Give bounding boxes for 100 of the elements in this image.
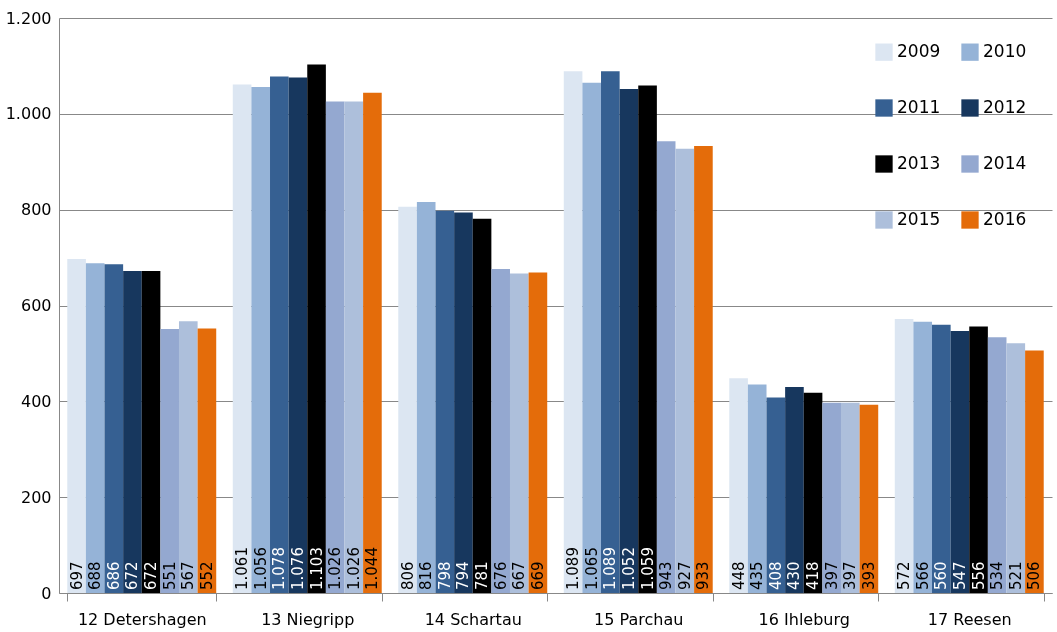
bar — [67, 259, 86, 593]
data-label: 1.052 — [619, 547, 638, 590]
y-tick-label: 400 — [20, 391, 52, 411]
legend-label: 2016 — [983, 209, 1027, 229]
data-label: 667 — [510, 561, 529, 590]
bar — [694, 145, 713, 593]
bar — [894, 318, 914, 593]
data-label: 1.076 — [288, 547, 307, 590]
bar — [472, 218, 492, 593]
legend-label: 2012 — [983, 97, 1027, 117]
data-label: 552 — [197, 561, 216, 590]
data-label: 933 — [694, 561, 713, 590]
bar — [270, 76, 289, 593]
bar — [840, 402, 860, 593]
data-label: 572 — [895, 561, 914, 590]
bar — [416, 202, 436, 593]
bar — [563, 71, 583, 593]
bar — [363, 92, 382, 593]
legend-label: 2013 — [897, 153, 941, 173]
legend-label: 2014 — [983, 153, 1027, 173]
bar — [398, 206, 417, 593]
bar — [747, 384, 767, 593]
bar — [307, 64, 326, 593]
bar — [582, 82, 602, 593]
bar — [141, 271, 161, 593]
data-label: 448 — [729, 561, 748, 590]
data-label: 1.026 — [326, 547, 345, 590]
data-label: 672 — [142, 561, 161, 590]
bar — [785, 386, 804, 593]
data-label: 1.044 — [363, 547, 382, 590]
data-label: 393 — [859, 561, 878, 590]
bar — [251, 87, 271, 593]
data-label: 1.089 — [564, 547, 583, 590]
data-label: 676 — [491, 561, 510, 590]
legend-label: 2010 — [983, 41, 1027, 62]
bar — [766, 397, 786, 593]
data-label: 781 — [473, 561, 492, 590]
data-label: 430 — [785, 561, 804, 590]
data-label: 686 — [104, 561, 123, 590]
bar — [344, 101, 364, 593]
bar — [178, 321, 198, 593]
data-label: 1.061 — [233, 547, 252, 590]
data-label: 697 — [67, 561, 86, 590]
bar — [822, 402, 841, 593]
data-label: 1.103 — [307, 547, 326, 590]
data-label: 816 — [417, 561, 436, 590]
y-tick-label: 1.200 — [5, 8, 52, 28]
bar — [160, 328, 179, 593]
data-label: 397 — [841, 561, 860, 590]
bar — [325, 101, 345, 593]
data-label: 1.065 — [582, 547, 601, 590]
bar — [491, 269, 510, 593]
bar — [987, 337, 1007, 593]
data-label: 566 — [913, 561, 932, 590]
x-tick-label: 16 Ihleburg — [758, 609, 850, 629]
bar — [950, 330, 970, 593]
bar — [197, 328, 217, 593]
y-tick-label: 0 — [41, 583, 52, 603]
data-label: 806 — [398, 561, 417, 590]
x-tick-label: 17 Reesen — [927, 609, 1012, 629]
data-label: 672 — [123, 561, 142, 590]
y-tick-label: 200 — [20, 487, 52, 507]
data-label: 435 — [748, 561, 767, 590]
bar — [1006, 343, 1026, 593]
data-label: 1.026 — [344, 547, 363, 590]
data-label: 534 — [988, 561, 1007, 590]
x-tick-label: 15 Parchau — [594, 609, 684, 629]
bar — [619, 88, 639, 593]
data-label: 397 — [822, 561, 841, 590]
bar — [969, 326, 988, 593]
data-label: 1.078 — [270, 547, 289, 590]
data-label: 408 — [766, 561, 785, 590]
bar — [454, 212, 473, 593]
y-tick-label: 800 — [20, 200, 52, 220]
bar — [638, 85, 657, 593]
legend-label: 2015 — [897, 209, 941, 229]
data-label: 567 — [179, 561, 198, 590]
data-label: 547 — [950, 561, 969, 590]
data-label: 556 — [969, 561, 988, 590]
data-label: 1.059 — [638, 547, 657, 590]
data-label: 798 — [435, 561, 454, 590]
data-label: 1.056 — [251, 547, 270, 590]
legend-label: 2011 — [897, 97, 941, 117]
bar — [528, 272, 548, 593]
data-label: 688 — [86, 561, 105, 590]
data-label: 551 — [160, 561, 179, 590]
data-label: 1.089 — [601, 547, 620, 590]
bar — [85, 263, 105, 593]
y-tick-label: 1.000 — [5, 104, 52, 124]
bar — [803, 392, 823, 593]
data-label: 794 — [454, 561, 473, 590]
x-tick-label: 12 Detershagen — [77, 609, 207, 629]
bar — [123, 271, 142, 593]
bar — [729, 378, 748, 593]
y-tick-label: 600 — [20, 296, 52, 315]
bar — [1025, 350, 1044, 593]
bar — [932, 324, 951, 593]
x-tick-label: 14 Schartau — [424, 609, 522, 629]
bar — [509, 273, 529, 593]
data-label: 669 — [528, 561, 547, 590]
